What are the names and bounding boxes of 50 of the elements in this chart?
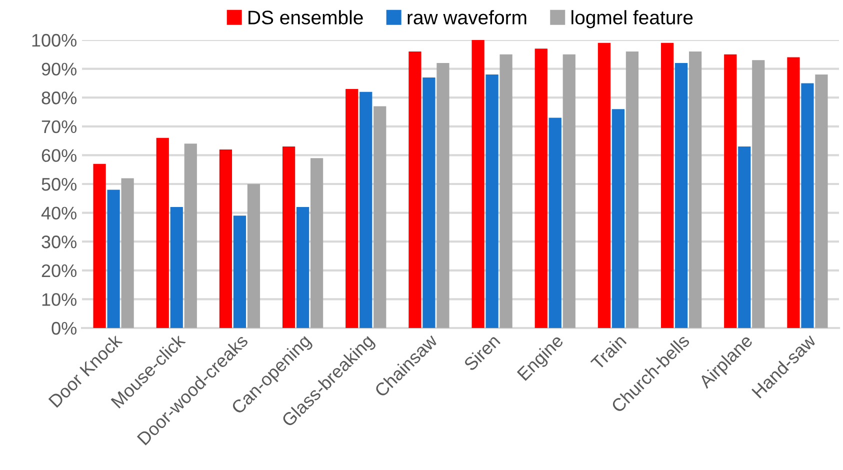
bar <box>626 52 639 328</box>
bar <box>688 52 702 328</box>
bar <box>787 57 800 328</box>
bar <box>674 63 688 328</box>
bar <box>548 118 562 328</box>
bar <box>93 164 106 328</box>
bar <box>310 158 324 328</box>
bar <box>612 109 625 328</box>
bar <box>598 42 611 328</box>
bar <box>296 207 310 328</box>
legend-label: logmel feature <box>572 10 693 28</box>
bar <box>738 146 751 328</box>
y-tick-label: 70% <box>42 120 76 134</box>
bar <box>486 74 498 328</box>
bar <box>815 74 828 328</box>
y-tick-label: 10% <box>42 293 76 306</box>
bar <box>219 149 232 328</box>
bar <box>156 138 169 328</box>
bar <box>374 106 386 328</box>
bar <box>436 63 450 328</box>
bar <box>346 88 358 328</box>
legend-label: DS ensemble <box>248 10 363 24</box>
bar <box>534 48 548 328</box>
bar <box>724 54 737 328</box>
bar <box>422 77 436 328</box>
bar <box>360 92 372 328</box>
bar <box>233 216 246 328</box>
bar <box>500 54 512 328</box>
legend-label: raw waveform <box>408 10 526 24</box>
bar <box>801 83 814 328</box>
y-tick-label: 20% <box>42 264 76 278</box>
y-tick-label: 0% <box>52 322 76 335</box>
bar <box>184 144 197 328</box>
bar <box>247 184 260 328</box>
y-tick-label: 80% <box>42 92 76 104</box>
y-tick-label: 30% <box>42 236 76 248</box>
bar <box>562 54 576 328</box>
bar <box>107 190 120 328</box>
bar <box>121 178 134 328</box>
bar <box>170 207 183 328</box>
bar <box>282 146 296 328</box>
bar <box>660 42 674 328</box>
y-tick-label: 50% <box>42 178 76 191</box>
y-tick-label: 100% <box>32 34 76 47</box>
bar <box>752 60 765 328</box>
y-tick-label: 60% <box>42 149 76 162</box>
bar <box>472 40 484 328</box>
y-tick-label: 90% <box>42 62 76 76</box>
bar <box>408 52 422 328</box>
y-tick-label: 40% <box>41 206 76 220</box>
